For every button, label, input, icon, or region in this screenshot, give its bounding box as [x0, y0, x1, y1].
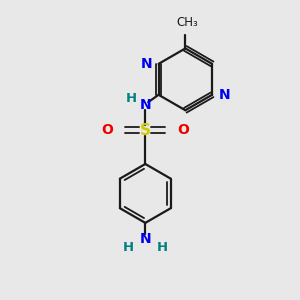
- Text: N: N: [140, 98, 151, 112]
- Text: CH₃: CH₃: [176, 16, 198, 29]
- Text: H: H: [126, 92, 137, 105]
- Text: N: N: [219, 88, 230, 102]
- Text: N: N: [140, 57, 152, 71]
- Text: O: O: [102, 123, 113, 137]
- Text: H: H: [157, 241, 168, 254]
- Text: S: S: [140, 123, 151, 138]
- Text: H: H: [123, 241, 134, 254]
- Text: N: N: [140, 232, 151, 246]
- Text: O: O: [177, 123, 189, 137]
